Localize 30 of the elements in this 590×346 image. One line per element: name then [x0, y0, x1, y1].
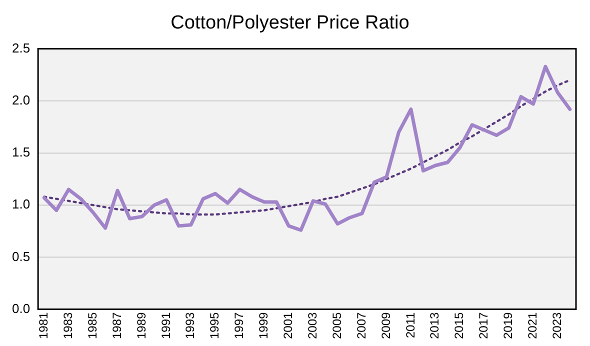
x-tick-label: 1985: [85, 312, 100, 340]
x-tick-label: 1989: [134, 312, 148, 340]
x-tick-label: 1991: [158, 312, 173, 340]
y-tick-label: 2.5: [12, 40, 30, 56]
x-tick-label: 2003: [305, 312, 320, 340]
x-tick-label: 1999: [256, 312, 271, 340]
x-tick-label: 2005: [330, 312, 344, 340]
line-series: [43, 78, 571, 216]
y-tick-label: 0.0: [12, 300, 30, 316]
y-tick-label: 2.0: [12, 92, 30, 108]
x-tick-label: 1997: [232, 312, 246, 340]
x-tick-label: 2013: [428, 312, 442, 340]
x-tick-label: 2019: [501, 312, 516, 340]
y-tick-label: 0.5: [12, 248, 30, 264]
x-tick-label: 2017: [476, 312, 491, 340]
x-tick-label: 2011: [403, 312, 418, 338]
x-tick-label: 1993: [183, 312, 198, 340]
x-tick-label: 2021: [526, 312, 540, 340]
x-tick-label: 2001: [281, 312, 296, 340]
x-tick-label: 2007: [354, 312, 368, 340]
x-tick-label: 1995: [208, 312, 222, 340]
x-tick-label: 1987: [110, 312, 124, 340]
x-tick-label: 1983: [60, 312, 75, 340]
x-tick-label: 2023: [550, 312, 564, 340]
y-tick-label: 1.0: [12, 196, 30, 212]
x-tick-label: 1981: [36, 312, 50, 340]
x-tick-label: 2009: [378, 312, 393, 340]
x-tick-label: 2015: [452, 312, 466, 340]
y-tick-label: 1.5: [12, 144, 30, 160]
chart-title: Cotton/Polyester Price Ratio: [170, 12, 410, 34]
